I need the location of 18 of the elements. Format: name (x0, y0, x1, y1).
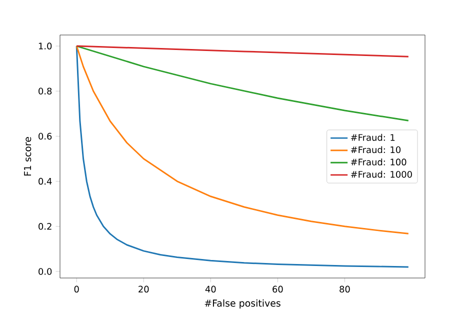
y-tick-label: 0.4 (38, 178, 52, 185)
line-series (76, 45, 410, 122)
y-tick-label: 0.6 (38, 132, 52, 140)
x-tick-label: 60 (272, 286, 283, 293)
x-tick-label: 80 (340, 286, 350, 293)
y-tick-label: 1.0 (38, 42, 52, 50)
x-tick-label: 20 (138, 286, 149, 293)
y-tick-label: 0.0 (38, 268, 52, 275)
legend-label: #Fraud: 1 (350, 134, 395, 141)
x-axis-title: #False positives (204, 299, 280, 309)
x-tick-label: 0 (74, 286, 79, 293)
y-axis-title: F1 score (24, 137, 32, 176)
legend-label: #Fraud: 100 (350, 158, 406, 166)
legend-label: #Fraud: 10 (350, 146, 401, 154)
legend-label: #Fraud: 1000 (350, 170, 412, 178)
x-tick-label: 40 (205, 286, 216, 293)
y-tick-label: 0.8 (38, 88, 52, 95)
y-tick-label: 0.2 (38, 222, 52, 230)
